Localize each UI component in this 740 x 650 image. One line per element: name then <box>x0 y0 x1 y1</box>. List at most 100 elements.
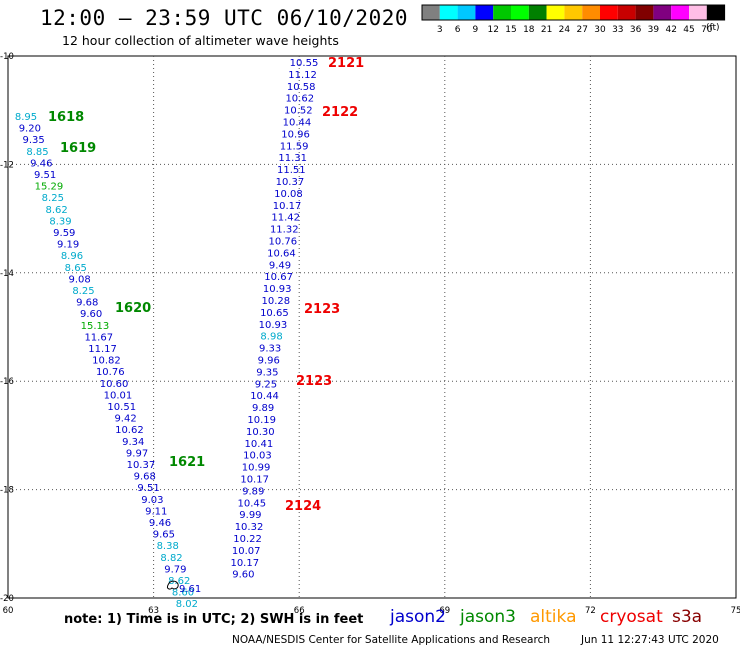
wave-height-value: 8.02 <box>176 599 198 610</box>
scale-swatch <box>653 5 672 20</box>
wave-height-value: 10.01 <box>104 390 133 401</box>
scale-swatch <box>511 5 529 20</box>
scale-label: 18 <box>523 25 535 35</box>
wave-height-value: 10.93 <box>263 284 292 295</box>
scale-label: 3 <box>437 25 443 35</box>
wave-height-value: 9.60 <box>80 309 102 320</box>
y-tick-label: -18 <box>0 486 14 496</box>
pass-time-label: 1619 <box>60 141 96 156</box>
scale-label: 15 <box>505 25 516 35</box>
wave-height-value: 10.44 <box>283 118 312 129</box>
wave-height-value: 9.33 <box>259 344 281 355</box>
scale-swatch <box>689 5 707 20</box>
wave-height-value: 9.46 <box>30 158 52 169</box>
wave-height-value: 9.03 <box>141 495 163 506</box>
x-tick-label: 60 <box>3 606 14 616</box>
wave-height-value: 9.25 <box>255 379 277 390</box>
wave-height-value: 10.62 <box>115 425 144 436</box>
wave-height-value: 9.99 <box>239 510 261 521</box>
wave-height-value: 10.19 <box>247 415 276 426</box>
map-frame <box>7 55 737 599</box>
wave-height-value: 9.35 <box>23 135 45 146</box>
pass-time-label: 2122 <box>322 105 358 120</box>
wave-height-value: 8.82 <box>160 553 182 564</box>
wave-height-value: 9.59 <box>53 228 75 239</box>
wave-height-value: 10.65 <box>260 308 289 319</box>
scale-label: 45 <box>683 25 694 35</box>
x-tick-label: 69 <box>439 606 450 616</box>
scale-swatch <box>671 5 689 20</box>
scale-swatch <box>635 5 654 20</box>
wave-height-value: 10.28 <box>261 296 290 307</box>
pass-time-label: 1618 <box>48 110 84 125</box>
wave-height-value: 9.11 <box>145 506 167 517</box>
scale-swatch <box>439 5 458 20</box>
wave-height-value: 9.68 <box>76 298 98 309</box>
scale-label: 70 <box>701 25 713 35</box>
scale-label: 36 <box>630 25 642 35</box>
legend-s3a: s3a <box>672 607 703 627</box>
pass-time-label: 2121 <box>328 56 364 71</box>
wave-height-value: 9.60 <box>232 570 254 581</box>
wave-height-value: 10.52 <box>284 106 313 117</box>
wave-height-value: 10.22 <box>233 534 262 545</box>
wave-height-value: 10.45 <box>238 498 267 509</box>
scale-label: 33 <box>612 25 623 35</box>
wave-height-value: 9.20 <box>19 124 41 135</box>
wave-height-value: 9.79 <box>164 564 186 575</box>
wave-height-value: 9.51 <box>34 170 56 181</box>
scale-label: 30 <box>594 25 606 35</box>
pass-time-label: 2123 <box>304 302 340 317</box>
wave-height-value: 10.93 <box>259 320 288 331</box>
island-wave-value: 9.61 <box>179 584 201 595</box>
legend-jason3: jason3 <box>460 607 516 627</box>
wave-height-value: 10.96 <box>281 129 310 140</box>
scale-label: 9 <box>473 25 479 35</box>
scale-swatch <box>582 5 600 20</box>
wave-height-value: 9.65 <box>153 530 175 541</box>
wave-height-value: 10.76 <box>269 237 298 248</box>
scale-swatch <box>457 5 476 20</box>
scale-swatch <box>546 5 565 20</box>
scale-label: 21 <box>541 25 552 35</box>
wave-height-value: 11.42 <box>271 213 300 224</box>
wave-height-value: 10.07 <box>232 546 261 557</box>
legend-altika: altika <box>530 607 577 627</box>
wave-height-value: 15.29 <box>35 182 64 193</box>
wave-height-value: 10.30 <box>246 427 275 438</box>
wave-height-value: 8.65 <box>65 263 87 274</box>
wave-height-value: 9.19 <box>57 240 79 251</box>
y-tick-label: -12 <box>0 160 14 170</box>
wave-height-value: 8.98 <box>260 332 282 343</box>
wave-height-value: 11.17 <box>88 344 117 355</box>
wave-height-value: 10.17 <box>273 201 302 212</box>
pass-time-label: 2123 <box>296 374 332 389</box>
pass-time-label: 1620 <box>115 301 151 316</box>
scale-swatch <box>422 5 440 20</box>
wave-height-value: 10.41 <box>245 439 274 450</box>
scale-frame <box>421 4 726 21</box>
scale-unit-label: (ft) <box>706 23 720 33</box>
wave-height-value: 10.37 <box>276 177 305 188</box>
footer-credit: NOAA/NESDIS Center for Satellite Applica… <box>232 634 550 646</box>
x-tick-label: 66 <box>294 606 305 616</box>
scale-label: 42 <box>665 25 676 35</box>
wave-height-value: 10.82 <box>92 356 121 367</box>
wave-height-value: 9.35 <box>256 367 278 378</box>
wave-height-value: 10.62 <box>285 94 314 105</box>
wave-height-value: 8.25 <box>72 286 94 297</box>
wave-height-value: 10.17 <box>240 475 269 486</box>
scale-swatch <box>493 5 511 20</box>
wave-height-value: 15.13 <box>81 321 110 332</box>
wave-height-value: 8.96 <box>61 251 83 262</box>
scale-label: 39 <box>648 25 660 35</box>
y-tick-label: -16 <box>0 377 14 387</box>
wave-height-value: 11.51 <box>277 165 306 176</box>
wave-height-value: 10.37 <box>127 460 156 471</box>
wave-height-value: 9.51 <box>137 483 159 494</box>
wave-height-value: 9.46 <box>149 518 171 529</box>
wave-height-value: 11.59 <box>280 141 309 152</box>
wave-height-value: 11.31 <box>278 153 307 164</box>
